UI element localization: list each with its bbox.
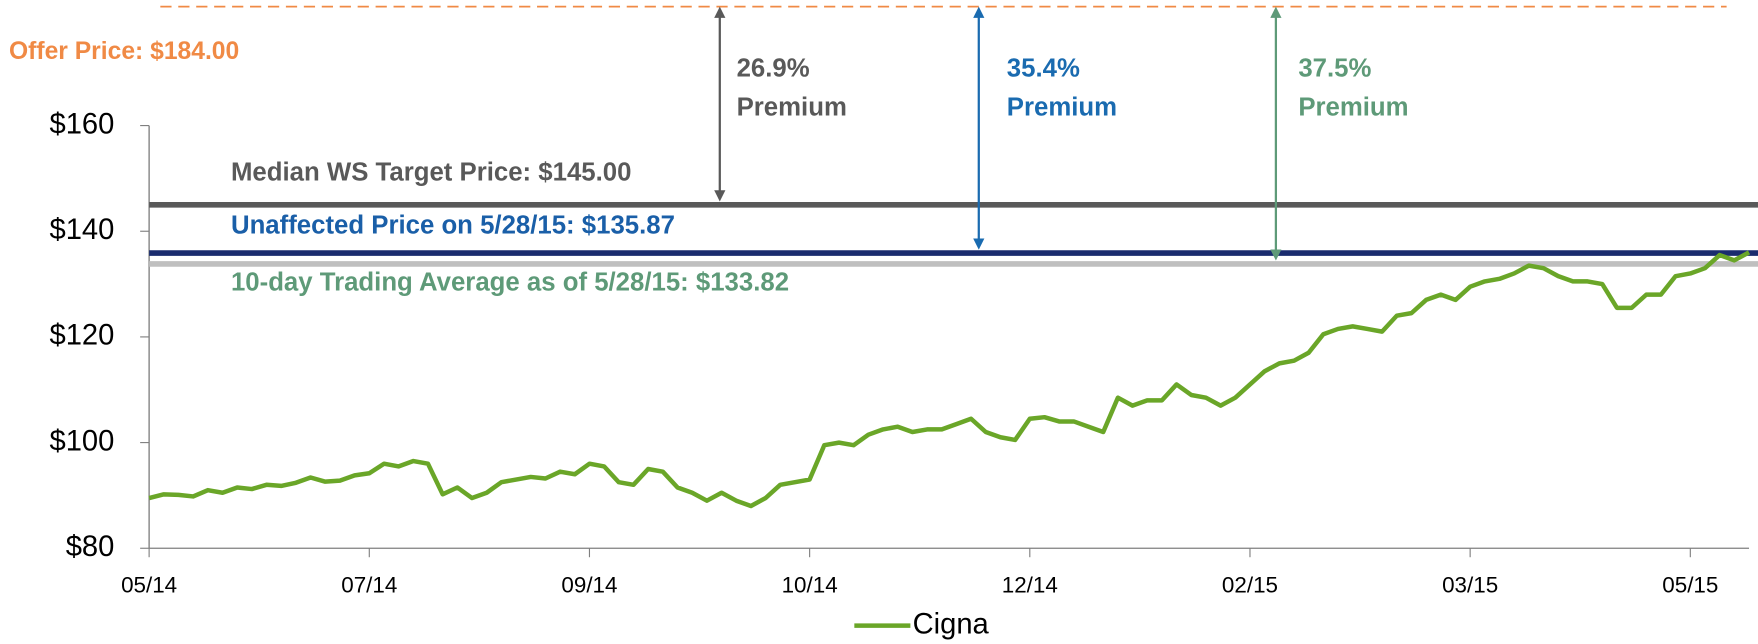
x-tick-label: 05/14: [121, 572, 177, 597]
x-tick-label: 02/15: [1222, 572, 1278, 597]
legend-label: Cigna: [913, 608, 990, 640]
price-line: [148, 250, 1751, 509]
y-tick-label: $160: [50, 108, 115, 140]
reference-label: Unaffected Price on 5/28/15: $135.87: [231, 211, 675, 239]
y-tick-label: $80: [66, 531, 115, 563]
premium-label: 37.5%: [1298, 54, 1371, 82]
y-tick-label: $120: [50, 320, 115, 352]
reference-label: Median WS Target Price: $145.00: [231, 159, 631, 187]
x-tick-label: 12/14: [1002, 572, 1058, 597]
reference-label: 10-day Trading Average as of 5/28/15: $1…: [231, 268, 789, 296]
x-tick-label: 07/14: [341, 572, 397, 597]
x-tick-label: 03/15: [1442, 572, 1498, 597]
premium-label: 35.4%: [1007, 54, 1080, 82]
y-tick-label: $100: [50, 425, 115, 457]
x-tick-label: 05/15: [1662, 572, 1718, 597]
x-tick-label: 09/14: [561, 572, 617, 597]
offer-label: Offer Price: $184.00: [9, 38, 239, 65]
premium-label: 26.9%: [737, 54, 810, 82]
premium-label: Premium: [1298, 94, 1408, 122]
premium-label: Premium: [1007, 94, 1117, 122]
x-tick-label: 10/14: [782, 572, 838, 597]
y-tick-label: $140: [50, 214, 115, 246]
premium-label: Premium: [737, 94, 847, 122]
